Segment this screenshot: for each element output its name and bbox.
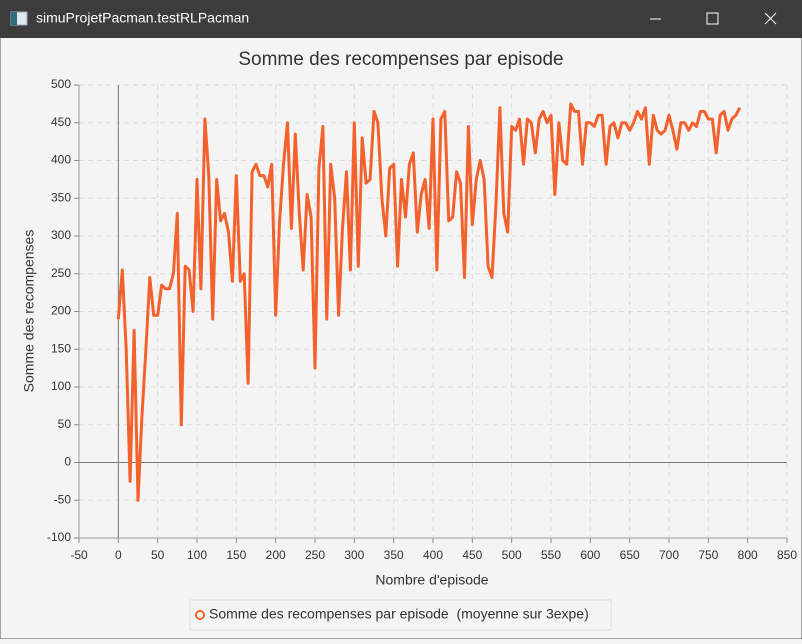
y-tick-label: 200 xyxy=(51,304,71,318)
x-tick-label: 350 xyxy=(384,548,404,562)
y-tick-label: 100 xyxy=(51,379,71,393)
x-tick-label: 800 xyxy=(738,548,758,562)
y-tick-label: 150 xyxy=(51,341,71,355)
x-tick-label: 850 xyxy=(777,548,797,562)
y-tick-label: 450 xyxy=(51,115,71,129)
x-axis-label: Nombre d'episode xyxy=(375,572,488,588)
x-tick-label: 150 xyxy=(226,548,246,562)
y-tick-label: -50 xyxy=(54,492,72,506)
x-tick-label: 0 xyxy=(115,548,122,562)
x-tick-label: 50 xyxy=(151,548,165,562)
y-tick-label: 50 xyxy=(58,417,72,431)
y-tick-label: 400 xyxy=(51,153,71,167)
close-button[interactable] xyxy=(764,12,777,25)
chart-title: Somme des recompenses par episode xyxy=(238,49,563,70)
title-bar xyxy=(0,0,802,38)
maximize-button[interactable] xyxy=(706,12,719,25)
x-tick-label: 250 xyxy=(305,548,325,562)
x-tick-label: 650 xyxy=(620,548,640,562)
legend xyxy=(189,599,612,631)
series-line xyxy=(116,102,742,502)
x-tick-label: 550 xyxy=(541,548,561,562)
window-title: simuProjetPacman.testRLPacman xyxy=(36,10,249,26)
x-tick-label: 500 xyxy=(502,548,522,562)
app-icon-part xyxy=(11,12,17,25)
x-tick-label: 450 xyxy=(462,548,482,562)
x-tick-label: 600 xyxy=(580,548,600,562)
y-tick-label: -100 xyxy=(47,530,71,544)
legend-symbol xyxy=(195,610,205,620)
x-tick-label: 300 xyxy=(344,548,364,562)
y-axis-label: Somme des recompenses xyxy=(21,230,37,393)
y-tick-label: 300 xyxy=(51,228,71,242)
x-tick-label: 200 xyxy=(266,548,286,562)
x-tick-label: -50 xyxy=(70,548,88,562)
x-tick-label: 100 xyxy=(187,548,207,562)
y-tick-label: 350 xyxy=(51,190,71,204)
y-tick-label: 0 xyxy=(64,455,71,469)
x-tick-label: 750 xyxy=(698,548,718,562)
y-tick-label: 500 xyxy=(51,77,71,91)
legend-label: Somme des recompenses par episode (moyen… xyxy=(209,606,589,622)
x-tick-label: 700 xyxy=(659,548,679,562)
x-tick-label: 400 xyxy=(423,548,443,562)
y-tick-label: 250 xyxy=(51,266,71,280)
